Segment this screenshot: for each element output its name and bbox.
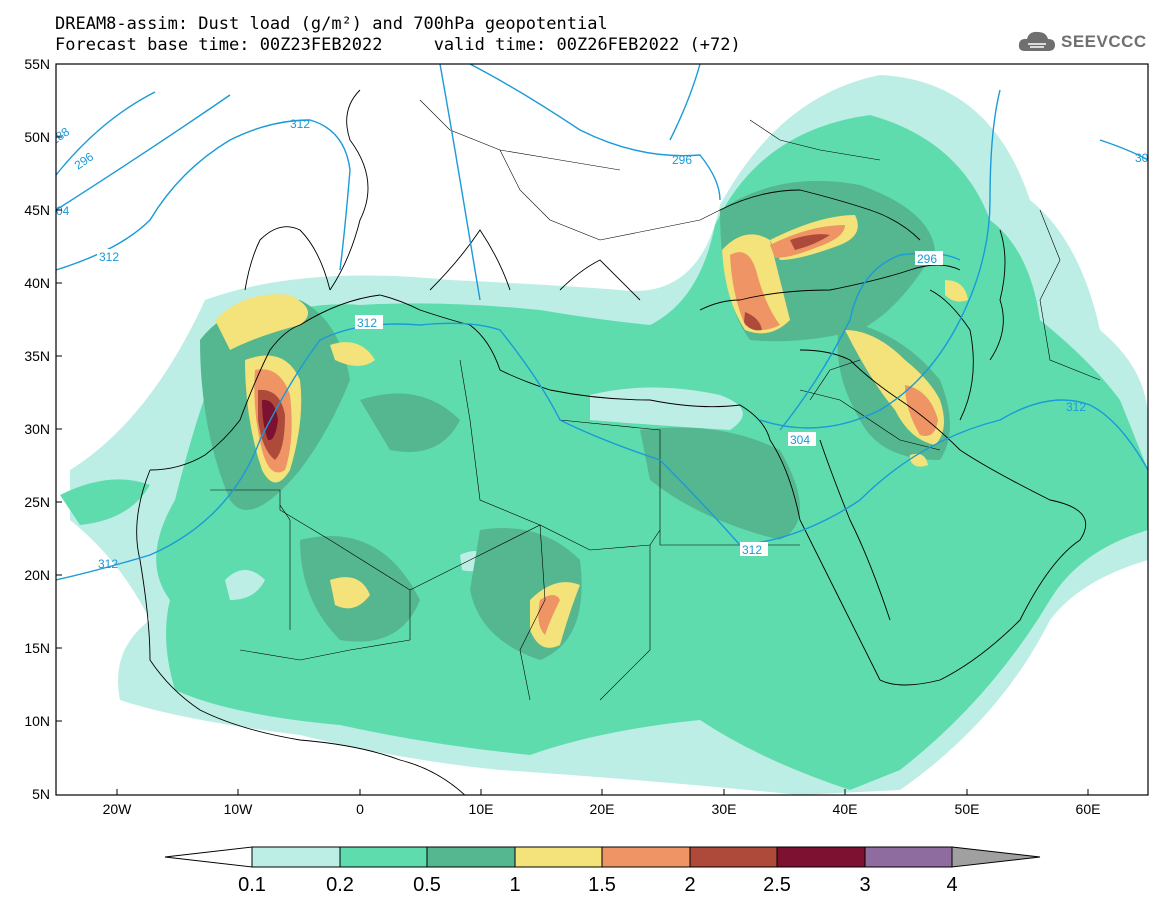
lat-label: 10N [24,713,50,729]
logo-text: SEEVCCC [1061,32,1147,51]
seevccc-logo: SEEVCCC [1017,27,1147,57]
lon-label: 50E [955,801,980,817]
colorbar-labels: 0.1 0.2 0.5 1 1.5 2 2.5 3 4 [238,874,957,896]
lat-label: 50N [24,129,50,145]
lat-label: 45N [24,202,50,218]
colorbar-swatch [514,846,603,868]
contour-label: 296 [917,252,937,266]
contour-label: 312 [290,117,310,131]
lat-label: 5N [32,786,50,802]
colorbar-over-triangle [951,846,1041,868]
contour-label: 304 [790,433,810,447]
longitude-labels: 20W 10W 0 10E 20E 30E 40E 50E 60E [103,801,1101,817]
lon-label: 20E [590,801,615,817]
colorbar-swatch [601,846,691,868]
colorbar-swatch [339,846,428,868]
contour-label: 296 [672,153,692,167]
colorbar-label: 3 [859,874,870,896]
colorbar-label: 4 [946,874,957,896]
colorbar-swatch [426,846,516,868]
title-line-1: DREAM8-assim: Dust load (g/m²) and 700hP… [55,14,608,34]
lat-label: 15N [24,640,50,656]
colorbar-swatch [251,846,341,868]
colorbar [164,846,1041,868]
contour-label: 04 [56,204,70,218]
colorbar-label: 0.1 [238,874,266,896]
colorbar-swatch [776,846,866,868]
lat-label: 55N [24,56,50,72]
colorbar-swatch [864,846,953,868]
colorbar-label: 0.5 [413,874,441,896]
contour-label: 312 [742,543,762,557]
colorbar-label: 0.2 [326,874,354,896]
geopotential-contours [56,64,1148,581]
lat-label: 40N [24,275,50,291]
colorbar-label: 2.5 [763,874,791,896]
cloud-logo-icon [1018,31,1055,51]
contour-label: 312 [357,316,377,330]
contour-label: 30 [1135,151,1149,165]
lat-label: 30N [24,421,50,437]
coastlines [136,89,1087,795]
lat-label: 25N [24,494,50,510]
country-borders [210,99,1101,701]
lon-label: 60E [1076,801,1101,817]
contour-label: 312 [99,250,119,264]
lat-label: 35N [24,348,50,364]
axis-ticks [56,63,1089,795]
colorbar-label: 1 [509,874,520,896]
lon-label: 10E [469,801,494,817]
contour-label: 312 [1066,400,1086,414]
title-line-2: Forecast base time: 00Z23FEB2022 valid t… [55,35,741,55]
map-panel: 288 296 312 04 312 312 296 296 312 304 3… [56,64,1149,795]
colorbar-label: 1.5 [588,874,616,896]
colorbar-swatch [689,846,778,868]
contour-label: 312 [98,557,118,571]
lat-label: 20N [24,567,50,583]
colorbar-label: 2 [684,874,695,896]
lon-label: 10W [224,801,254,817]
lon-label: 0 [356,801,364,817]
lon-label: 40E [833,801,858,817]
colorbar-under-triangle [164,846,253,868]
lon-label: 20W [103,801,133,817]
latitude-labels: 55N 50N 45N 40N 35N 30N 25N 20N 15N 10N … [24,56,50,802]
lon-label: 30E [712,801,737,817]
